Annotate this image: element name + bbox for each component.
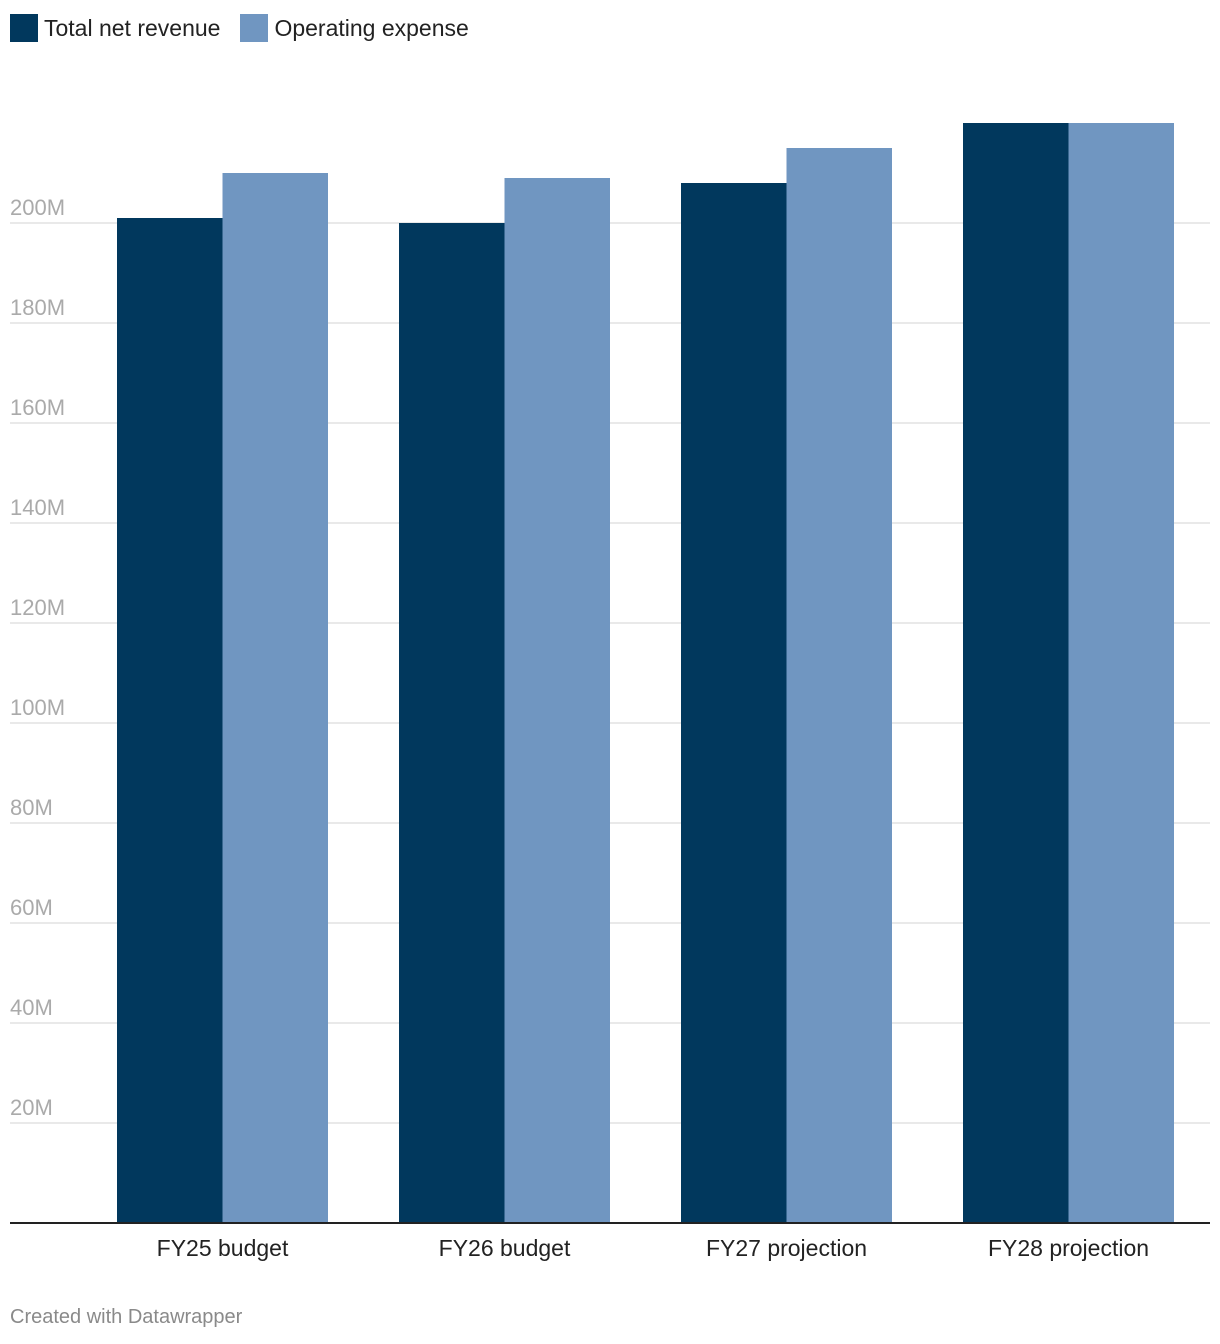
y-tick-label-200: 200M	[10, 195, 65, 220]
x-category-label-1: FY26 budget	[439, 1235, 571, 1261]
y-tick-label-120: 120M	[10, 595, 65, 620]
legend-swatch-revenue	[10, 14, 38, 42]
credit-text: Created with Datawrapper	[10, 1306, 243, 1328]
y-tick-label-140: 140M	[10, 495, 65, 520]
bars	[117, 123, 1174, 1223]
legend-label-revenue: Total net revenue	[44, 14, 221, 41]
y-tick-label-40: 40M	[10, 995, 53, 1020]
bar-revenue-2	[681, 183, 787, 1223]
x-category-label-2: FY27 projection	[706, 1235, 867, 1261]
y-tick-label-180: 180M	[10, 295, 65, 320]
y-tick-label-100: 100M	[10, 695, 65, 720]
bar-expense-0	[222, 173, 328, 1223]
legend-label-expense: Operating expense	[274, 14, 469, 41]
y-tick-label-20: 20M	[10, 1095, 53, 1120]
x-category-label-0: FY25 budget	[157, 1235, 289, 1261]
bar-revenue-1	[399, 223, 505, 1223]
x-axis-category-labels: FY25 budget FY26 budget FY27 projection FY2…	[157, 1235, 1149, 1261]
y-tick-label-60: 60M	[10, 895, 53, 920]
legend-swatch-expense	[240, 14, 269, 42]
legend: Total net revenue Operating expense	[10, 13, 489, 43]
y-tick-label-80: 80M	[10, 795, 53, 820]
bar-expense-1	[504, 178, 610, 1223]
bar-expense-3	[1068, 123, 1174, 1223]
bar-revenue-0	[117, 218, 223, 1223]
x-category-label-3: FY28 projection	[988, 1235, 1149, 1261]
legend-item-expense: Operating expense	[240, 14, 469, 42]
bar-revenue-3	[963, 123, 1069, 1223]
legend-item-revenue: Total net revenue	[10, 14, 220, 42]
bar-expense-2	[786, 148, 892, 1223]
y-tick-label-160: 160M	[10, 395, 65, 420]
y-axis-tick-labels: 20M 40M 60M 80M 100M 120M 140M 160M 180M 200M	[10, 195, 65, 1120]
